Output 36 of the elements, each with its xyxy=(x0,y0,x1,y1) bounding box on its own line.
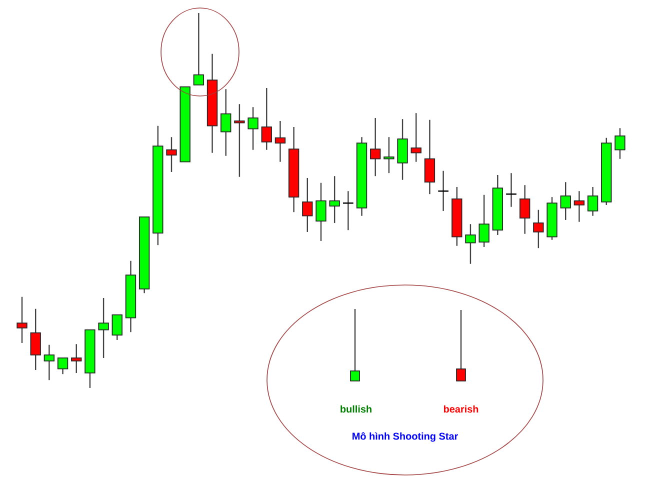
candlestick xyxy=(505,172,518,208)
candlestick xyxy=(261,87,272,150)
candlestick xyxy=(316,182,326,242)
candlestick xyxy=(112,314,122,341)
candlestick xyxy=(465,224,476,264)
candlestick xyxy=(234,104,245,178)
candlestick xyxy=(57,357,68,375)
candlestick xyxy=(478,194,490,248)
candlestick xyxy=(519,184,530,234)
candlestick xyxy=(16,296,28,344)
text: Mô hình Shooting Star xyxy=(352,432,458,442)
candlestick xyxy=(342,190,354,231)
candlestick xyxy=(248,106,258,150)
candlestick xyxy=(614,128,626,160)
candlestick xyxy=(574,190,585,222)
candlestick xyxy=(30,308,41,371)
candlestick xyxy=(166,136,177,173)
candlestick xyxy=(410,112,422,162)
candlestick xyxy=(370,117,381,177)
candlestick xyxy=(587,186,598,216)
candlestick xyxy=(384,136,394,174)
candlestick xyxy=(437,170,450,212)
candlestick xyxy=(560,182,571,221)
candlestick xyxy=(71,344,82,374)
candlestick xyxy=(302,177,313,233)
candlestick xyxy=(274,120,286,162)
candlestick xyxy=(220,88,232,156)
candlestick xyxy=(329,176,340,224)
candlestick xyxy=(397,118,408,180)
text: bearish xyxy=(444,405,478,413)
text: bullish xyxy=(340,405,372,413)
candlestick xyxy=(533,209,544,249)
candlestick xyxy=(98,297,109,359)
candlestick xyxy=(424,119,436,195)
candlestick xyxy=(44,344,55,381)
candlestick xyxy=(193,12,204,86)
